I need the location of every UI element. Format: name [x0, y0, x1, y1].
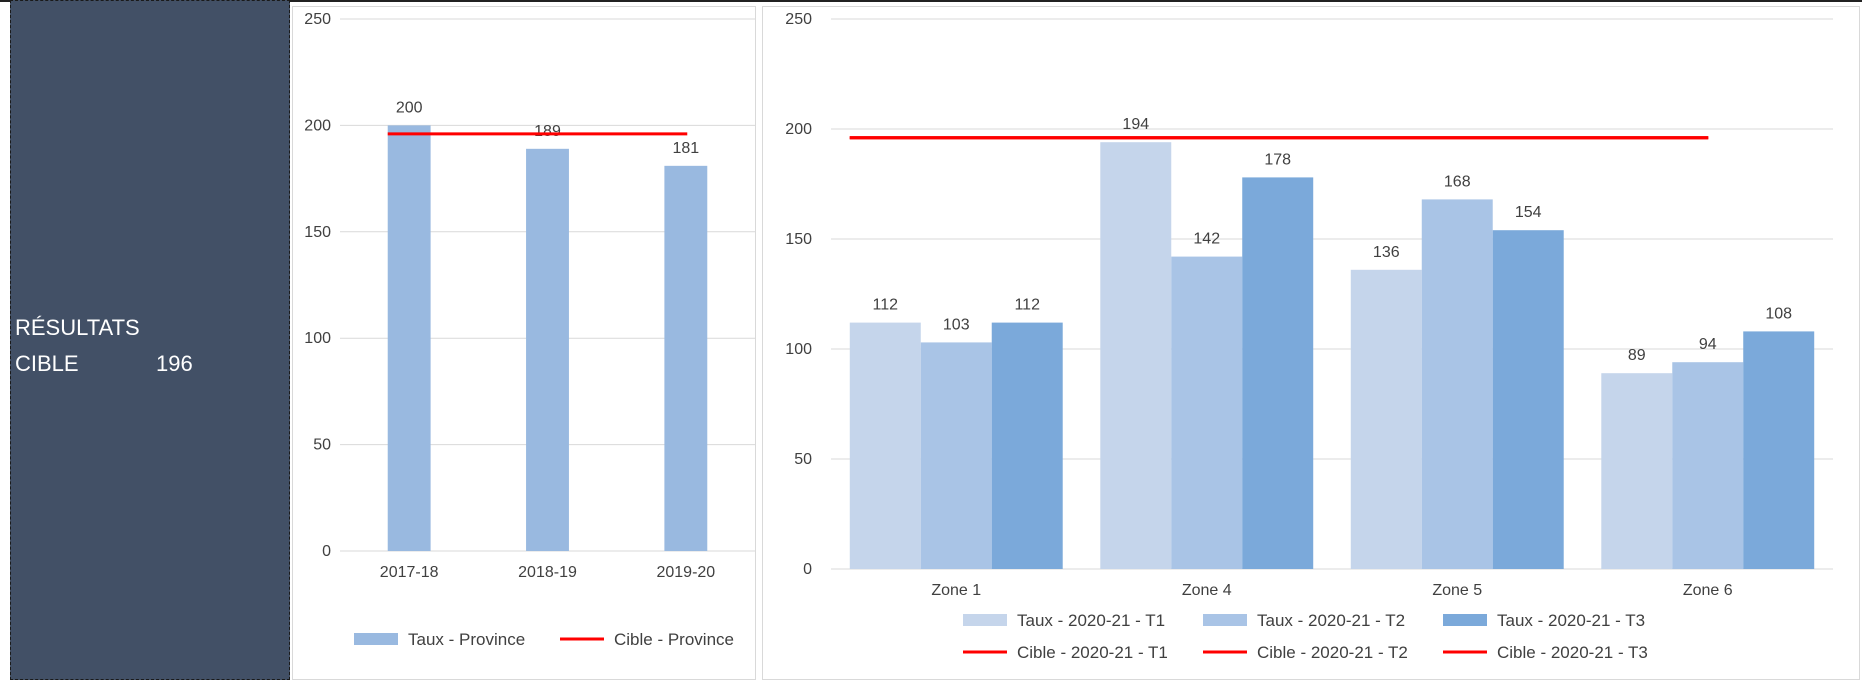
bar-3 — [1242, 177, 1314, 569]
cible-value: 196 — [156, 351, 193, 376]
bar-1 — [664, 165, 708, 551]
data-label: 112 — [873, 297, 899, 314]
legend-label: Taux - 2020-21 - T2 — [1257, 611, 1405, 630]
y-tick-label: 100 — [785, 341, 812, 358]
legend-swatch — [354, 633, 398, 645]
bar-1 — [526, 148, 569, 552]
y-tick-label: 50 — [794, 451, 812, 468]
y-tick-label: 150 — [785, 231, 812, 248]
bar-2 — [1421, 199, 1493, 569]
side-panel: RÉSULTATS CIBLE 196 — [10, 0, 290, 680]
legend-label: Cible - 2020-21 - T2 — [1257, 643, 1408, 662]
y-tick-label: 250 — [304, 11, 331, 28]
x-tick-label: Zone 5 — [1432, 582, 1482, 599]
legend-label: Cible - 2020-21 - T3 — [1497, 643, 1648, 662]
zones-chart: 0 50 100 150 200 250 112 103 112 Zone 1 194 142 178 Z… — [785, 11, 1833, 662]
x-tick-label: 2017-18 — [380, 564, 439, 581]
zones-chart-panel: 0 50 100 150 200 250 112 103 112 Zone 1 194 142 178 Z… — [762, 6, 1860, 680]
bar-2 — [1171, 256, 1243, 569]
y-tick-label: 100 — [304, 330, 331, 347]
bar-1 — [1601, 373, 1673, 569]
y-tick-label: 50 — [313, 437, 331, 454]
data-label: 94 — [1699, 336, 1717, 353]
legend-label: Cible - 2020-21 - T1 — [1017, 643, 1168, 662]
y-tick-label: 200 — [785, 121, 812, 138]
x-tick-label: 2018-19 — [518, 564, 577, 581]
legend-swatch — [1443, 614, 1487, 626]
data-label: 142 — [1193, 231, 1220, 248]
data-label: 89 — [1628, 347, 1646, 364]
y-tick-label: 150 — [304, 224, 331, 241]
bar-3 — [1492, 230, 1564, 569]
data-label: 136 — [1373, 244, 1400, 261]
top-border — [0, 0, 1862, 2]
province-chart-panel: 0 50 100 150 200 250 200 2017-18 189 2018-19 181 20… — [292, 6, 756, 680]
bar-1 — [1350, 269, 1422, 569]
y-tick-label: 0 — [803, 561, 812, 578]
data-label: 112 — [1014, 297, 1040, 314]
bar-2 — [1672, 362, 1744, 569]
legend-label: Taux - 2020-21 - T1 — [1017, 611, 1165, 630]
y-tick-label: 0 — [322, 543, 331, 560]
data-label: 178 — [1264, 151, 1291, 168]
legend-swatch — [1203, 614, 1247, 626]
x-tick-label: Zone 4 — [1182, 582, 1232, 599]
bar-1 — [849, 322, 921, 569]
data-label: 108 — [1765, 305, 1792, 322]
data-label: 103 — [943, 316, 970, 333]
data-label: 168 — [1444, 173, 1471, 190]
data-label: 181 — [672, 140, 699, 157]
x-tick-label: Zone 1 — [931, 582, 981, 599]
cible-label: CIBLE — [15, 351, 79, 376]
bar-1 — [387, 125, 431, 552]
x-tick-label: Zone 6 — [1683, 582, 1733, 599]
bar-2 — [920, 342, 992, 569]
bar-1 — [1100, 142, 1172, 569]
legend-label: Cible - Province — [614, 630, 734, 649]
x-tick-label: 2019-20 — [656, 564, 715, 581]
data-label: 154 — [1515, 204, 1542, 221]
legend-label: Taux - Province — [408, 630, 525, 649]
data-label: 200 — [396, 99, 423, 116]
legend-swatch — [963, 614, 1007, 626]
data-label: 189 — [534, 123, 561, 140]
bar-3 — [1743, 331, 1815, 569]
results-title: RÉSULTATS — [15, 315, 140, 340]
y-tick-label: 200 — [304, 117, 331, 134]
legend-label: Taux - 2020-21 - T3 — [1497, 611, 1645, 630]
province-chart: 0 50 100 150 200 250 200 2017-18 189 2018-19 181 20… — [304, 11, 755, 649]
data-label: 194 — [1122, 116, 1149, 133]
y-tick-label: 250 — [785, 11, 812, 28]
bar-3 — [991, 322, 1063, 569]
